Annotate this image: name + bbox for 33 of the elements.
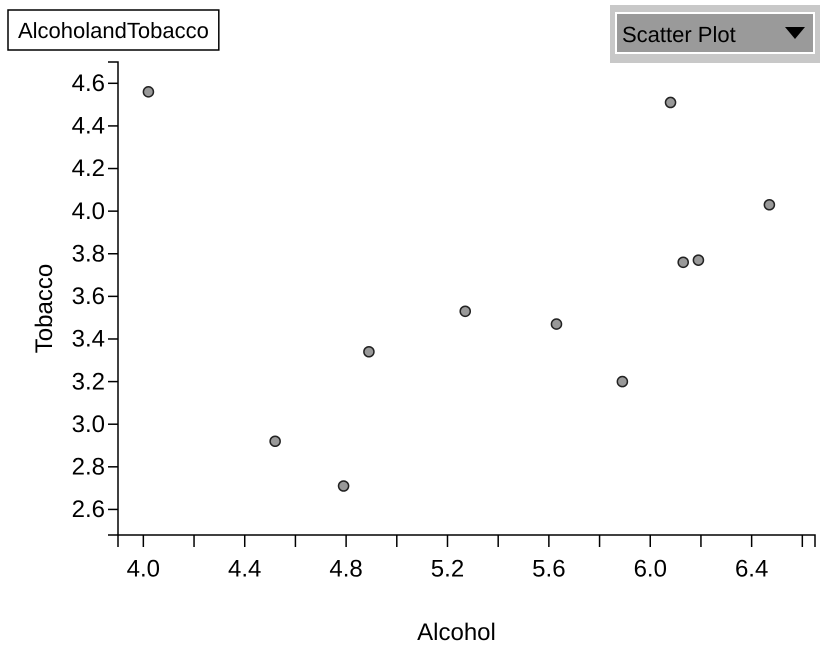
dropdown-control: Scatter Plot [610,5,820,63]
y-tick-label: 2.8 [72,454,105,480]
x-tick-label: 5.6 [532,555,566,582]
point [338,480,350,492]
x-tick-label: 4.0 [126,555,160,582]
x-tick-label: 6.0 [634,555,667,582]
x-tick-label: 5.2 [430,555,464,582]
y-tick-label: 2.6 [72,496,105,524]
point [616,376,628,388]
x-tick-label: 4.8 [329,555,363,582]
point [764,198,776,211]
point [363,346,375,358]
point [664,96,676,108]
y-tick-label: 4.0 [72,198,105,225]
point [550,318,562,330]
y-axis-title: Tobacco [31,264,58,354]
x-axis-title: Alcohol [417,619,496,646]
y-tick-label: 3.8 [72,240,105,268]
point [269,435,281,448]
y-tick-label: 4.2 [72,155,105,182]
chart-title: AlcoholandTobacco [18,18,209,43]
point [459,306,472,318]
y-tick-label: 3.0 [72,410,105,438]
y-tick-label: 3.4 [72,326,105,353]
y-tick-label: 4.6 [72,70,105,97]
point [677,256,689,268]
y-tick-label: 3.6 [72,283,105,310]
point [692,254,704,266]
y-tick-label: 4.4 [72,112,105,140]
point [142,86,154,98]
x-tick-label: 4.4 [228,555,262,582]
x-tick-label: 6.4 [734,555,768,582]
y-tick-label: 3.2 [72,368,105,396]
